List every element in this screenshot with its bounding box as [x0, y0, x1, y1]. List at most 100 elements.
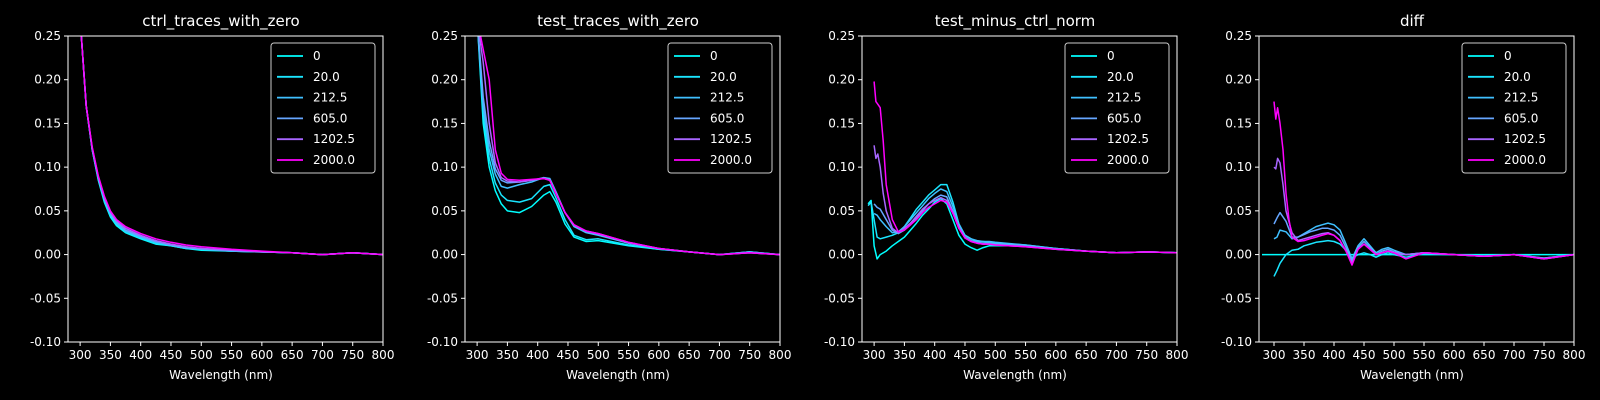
y-tick-label: -0.10 [30, 335, 61, 349]
y-tick-label: 0.10 [1225, 160, 1252, 174]
x-tick-label: 650 [1473, 348, 1496, 362]
y-tick-label: -0.05 [30, 291, 61, 305]
x-tick-label: 650 [678, 348, 701, 362]
series-group [80, 36, 383, 256]
y-tick-label: -0.05 [427, 291, 458, 305]
x-tick-label: 500 [984, 348, 1007, 362]
legend: 0 20.0 212.5 605.0 1202.5 2000.0 [270, 42, 376, 174]
x-axis-label: Wavelength (nm) [963, 368, 1067, 382]
x-tick-label: 500 [190, 348, 213, 362]
legend-label: 605.0 [1504, 111, 1538, 125]
x-tick-label: 450 [160, 348, 183, 362]
legend-box [1064, 42, 1170, 174]
legend-label: 1202.5 [1504, 132, 1546, 146]
x-tick-label: 400 [923, 348, 946, 362]
y-tick-label: 0.25 [828, 29, 855, 43]
x-tick-label: 450 [1353, 348, 1376, 362]
x-axis-label: Wavelength (nm) [1360, 368, 1464, 382]
y-tick-label: 0.10 [828, 160, 855, 174]
y-tick-label: 0.00 [431, 248, 458, 262]
x-tick-label: 350 [99, 348, 122, 362]
legend-label: 212.5 [1504, 91, 1538, 105]
legend-label: 212.5 [710, 91, 744, 105]
x-tick-label: 800 [1563, 348, 1586, 362]
legend-label: 2000.0 [710, 153, 752, 167]
y-tick-label: 0.10 [34, 160, 61, 174]
legend-box [270, 42, 376, 174]
y-tick-label: 0.00 [34, 248, 61, 262]
x-tick-label: 650 [1075, 348, 1098, 362]
legend-label: 2000.0 [1107, 153, 1149, 167]
legend-label: 1202.5 [1107, 132, 1149, 146]
legend-label: 212.5 [1107, 91, 1141, 105]
y-tick-label: 0.00 [828, 248, 855, 262]
axes-frame [861, 35, 1178, 343]
y-tick-label: 0.25 [34, 29, 61, 43]
legend-label: 1202.5 [710, 132, 752, 146]
series-line [873, 81, 1177, 254]
axes-frame [67, 35, 384, 343]
y-tick-label: -0.10 [824, 335, 855, 349]
legend-label: 20.0 [1107, 70, 1134, 84]
x-tick-label: 300 [863, 348, 886, 362]
y-tick-label: 0.20 [431, 73, 458, 87]
x-tick-label: 400 [1323, 348, 1346, 362]
legend-box [1461, 42, 1567, 174]
subplot-title: ctrl_traces_with_zero [142, 12, 299, 31]
legend: 0 20.0 212.5 605.0 1202.5 2000.0 [667, 42, 773, 174]
subplot-test-minus-ctrl: test_minus_ctrl_norm Wavelength (nm) 300… [824, 12, 1189, 382]
x-tick-label: 600 [250, 348, 273, 362]
x-tick-label: 300 [69, 348, 92, 362]
subplot-ctrl-traces: ctrl_traces_with_zero Wavelength (nm) 30… [30, 12, 395, 382]
y-tick-label: 0.05 [431, 204, 458, 218]
x-tick-label: 450 [557, 348, 580, 362]
y-tick-label: 0.15 [431, 116, 458, 130]
legend-label: 2000.0 [1504, 153, 1546, 167]
x-tick-label: 300 [466, 348, 489, 362]
y-tick-label: 0.10 [431, 160, 458, 174]
legend-label: 605.0 [313, 111, 347, 125]
x-axis-label: Wavelength (nm) [566, 368, 670, 382]
x-tick-label: 700 [1105, 348, 1128, 362]
legend-label: 0 [1107, 49, 1115, 63]
legend-label: 20.0 [710, 70, 737, 84]
x-tick-label: 700 [708, 348, 731, 362]
legend-label: 605.0 [710, 111, 744, 125]
legend-label: 605.0 [1107, 111, 1141, 125]
x-tick-label: 550 [220, 348, 243, 362]
y-tick-label: 0.20 [1225, 73, 1252, 87]
x-tick-label: 500 [1383, 348, 1406, 362]
y-tick-label: 0.25 [431, 29, 458, 43]
y-tick-label: 0.15 [828, 116, 855, 130]
x-tick-label: 600 [1044, 348, 1067, 362]
x-tick-label: 400 [129, 348, 152, 362]
axes-frame [464, 35, 781, 343]
y-tick-label: -0.05 [1221, 291, 1252, 305]
y-tick-label: -0.05 [824, 291, 855, 305]
legend-label: 0 [1504, 49, 1512, 63]
x-tick-label: 750 [1533, 348, 1556, 362]
legend-label: 212.5 [313, 91, 347, 105]
x-axis-label: Wavelength (nm) [169, 368, 273, 382]
y-tick-label: 0.20 [34, 73, 61, 87]
x-tick-label: 750 [1135, 348, 1158, 362]
x-tick-label: 500 [587, 348, 610, 362]
x-tick-label: 600 [647, 348, 670, 362]
legend-label: 0 [710, 49, 718, 63]
series-group [477, 36, 780, 256]
series-line [479, 36, 780, 256]
y-tick-label: 0.05 [34, 204, 61, 218]
x-tick-label: 450 [954, 348, 977, 362]
x-tick-label: 550 [1014, 348, 1037, 362]
x-tick-label: 800 [372, 348, 395, 362]
x-tick-label: 700 [1503, 348, 1526, 362]
legend-box [667, 42, 773, 174]
legend-label: 0 [313, 49, 321, 63]
x-tick-label: 350 [893, 348, 916, 362]
legend: 0 20.0 212.5 605.0 1202.5 2000.0 [1461, 42, 1567, 174]
x-tick-label: 650 [281, 348, 304, 362]
x-tick-label: 600 [1443, 348, 1466, 362]
y-tick-label: 0.05 [828, 204, 855, 218]
